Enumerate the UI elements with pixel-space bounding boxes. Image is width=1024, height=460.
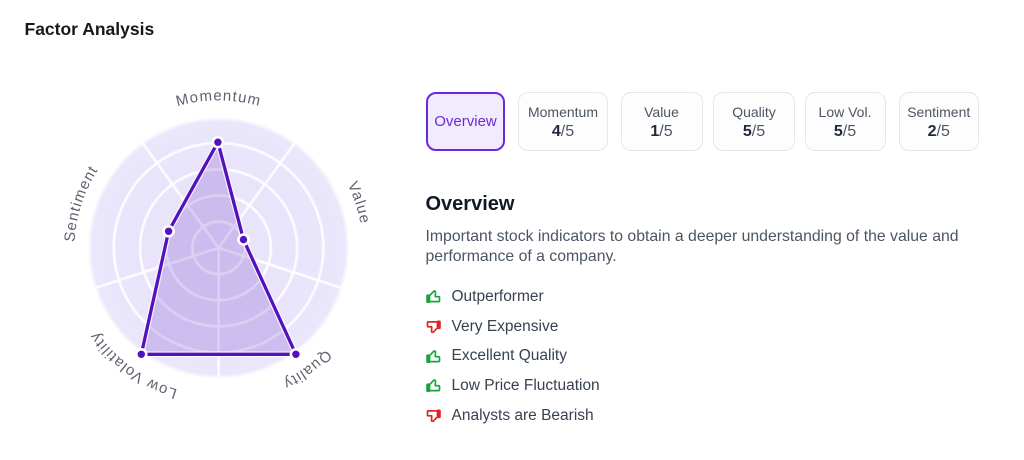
svg-text:Value: Value (344, 179, 374, 226)
svg-text:Momentum: Momentum (174, 87, 263, 110)
